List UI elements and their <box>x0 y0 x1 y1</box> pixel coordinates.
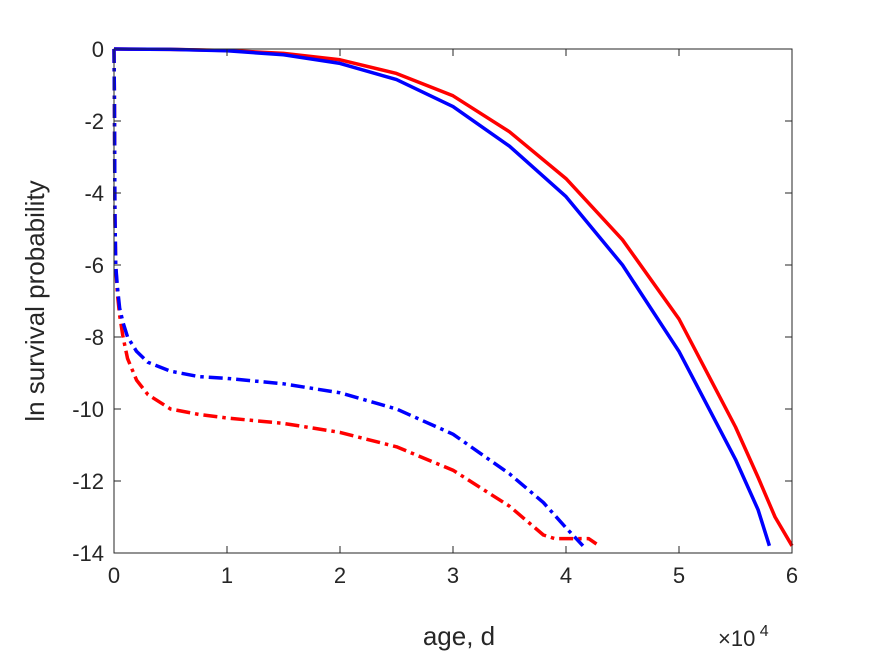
x-tick-label: 0 <box>108 563 120 588</box>
y-tick-label: 0 <box>92 37 104 62</box>
x-multiplier-label: ×10 4 <box>718 623 769 651</box>
y-tick-label: -12 <box>72 469 104 494</box>
y-tick-label: -6 <box>84 253 104 278</box>
y-tick-label: -10 <box>72 397 104 422</box>
y-axis-label: ln survival probability <box>20 180 50 421</box>
x-tick-label: 1 <box>221 563 233 588</box>
x-tick-label: 5 <box>673 563 685 588</box>
x-tick-label: 6 <box>786 563 798 588</box>
series-layer <box>112 47 794 547</box>
plot-area <box>114 49 792 553</box>
y-tick-label: -4 <box>84 181 104 206</box>
y-tick-label: -14 <box>72 541 104 566</box>
x-tick-label: 2 <box>334 563 346 588</box>
x-tick-label: 3 <box>447 563 459 588</box>
y-tick-label: -2 <box>84 109 104 134</box>
x-tick-label: 4 <box>560 563 572 588</box>
x-axis-label: age, d <box>423 621 495 651</box>
y-tick-label: -8 <box>84 325 104 350</box>
x-multiplier-exponent: 4 <box>760 623 769 640</box>
axes-layer: 0 1 2 3 4 5 6 0 -2 -4 -6 -8 -10 -12 -14 <box>72 37 798 588</box>
series-line-4 <box>112 48 585 547</box>
series-line-2 <box>114 47 772 547</box>
x-multiplier-base: ×10 <box>718 626 755 651</box>
